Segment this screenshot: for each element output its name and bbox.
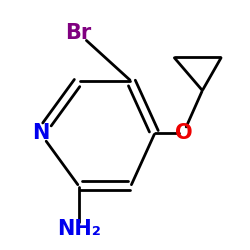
Text: Br: Br [66,23,92,43]
Text: O: O [174,123,192,143]
Text: NH₂: NH₂ [57,218,100,238]
Text: N: N [32,123,49,143]
